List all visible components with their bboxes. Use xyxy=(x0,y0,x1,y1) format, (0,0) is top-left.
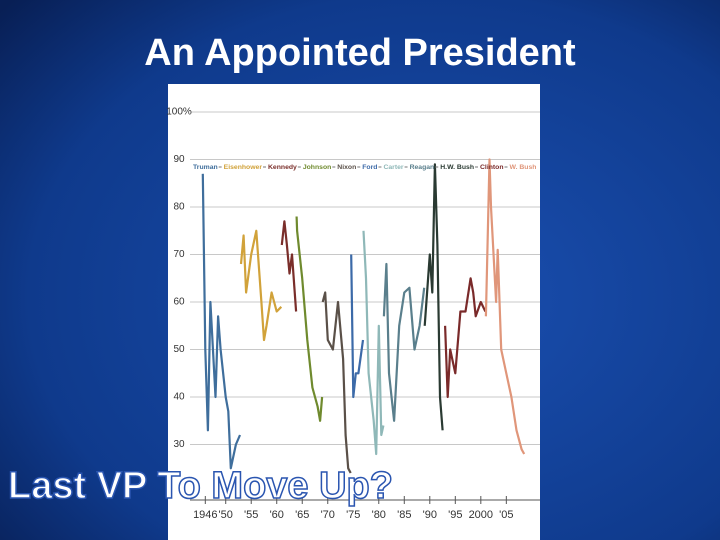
series-line xyxy=(444,277,487,399)
slide-subtitle: Last VP To Move Up? xyxy=(8,465,393,507)
x-tick-label: '60 xyxy=(270,509,284,521)
y-tick-label: 100% xyxy=(166,107,192,118)
x-tick-label: '70 xyxy=(321,509,335,521)
legend-entry: Truman xyxy=(193,164,218,171)
legend-entry: H.W. Bush xyxy=(440,164,474,171)
x-tick-label: 1946 xyxy=(193,509,217,521)
series-line xyxy=(362,230,385,456)
x-tick-label: '80 xyxy=(372,509,386,521)
y-tick-label: 80 xyxy=(173,202,185,213)
x-tick-label: '05 xyxy=(499,509,513,521)
y-tick-label: 50 xyxy=(173,344,185,355)
x-tick-label: '95 xyxy=(448,509,462,521)
legend-entry: Ford xyxy=(362,164,377,171)
series-line xyxy=(423,163,444,431)
y-tick-label: 30 xyxy=(173,439,185,450)
x-tick-label: '55 xyxy=(244,509,258,521)
y-tick-label: 70 xyxy=(173,249,185,260)
chart: 100% 90 80 70 60 50 40 30 1946'50 '55 '60 '65 '70 '75… xyxy=(166,107,540,521)
legend-entry: W. Bush xyxy=(510,164,537,171)
legend-entry: Johnson xyxy=(303,164,331,171)
legend-entry: Clinton xyxy=(480,164,504,171)
slide-title: An Appointed President xyxy=(144,32,576,74)
series-line xyxy=(382,262,426,422)
y-tick-label: 60 xyxy=(173,297,185,308)
y-tick-label: 40 xyxy=(173,392,185,403)
legend-entry: Reagan xyxy=(410,164,435,171)
series-line xyxy=(239,229,283,342)
series-line xyxy=(201,173,242,470)
legend-entry: Carter xyxy=(383,164,403,171)
x-tick-label: '85 xyxy=(397,509,411,521)
x-tick-label: '90 xyxy=(423,509,437,521)
legend-entry: Kennedy xyxy=(268,164,297,171)
x-tick-label: '75 xyxy=(346,509,360,521)
legend-entry: Nixon xyxy=(337,164,356,171)
x-tick-label: '50 xyxy=(219,509,233,521)
series-line xyxy=(321,291,352,474)
y-tick-label: 90 xyxy=(173,154,185,165)
series-line xyxy=(350,254,365,399)
series-line xyxy=(484,158,526,455)
series-line xyxy=(295,216,324,422)
x-tick-label: '65 xyxy=(295,509,309,521)
x-tick-label: 2000 xyxy=(469,509,493,521)
legend-entry: Eisenhower xyxy=(224,164,263,171)
series-line xyxy=(280,220,298,312)
